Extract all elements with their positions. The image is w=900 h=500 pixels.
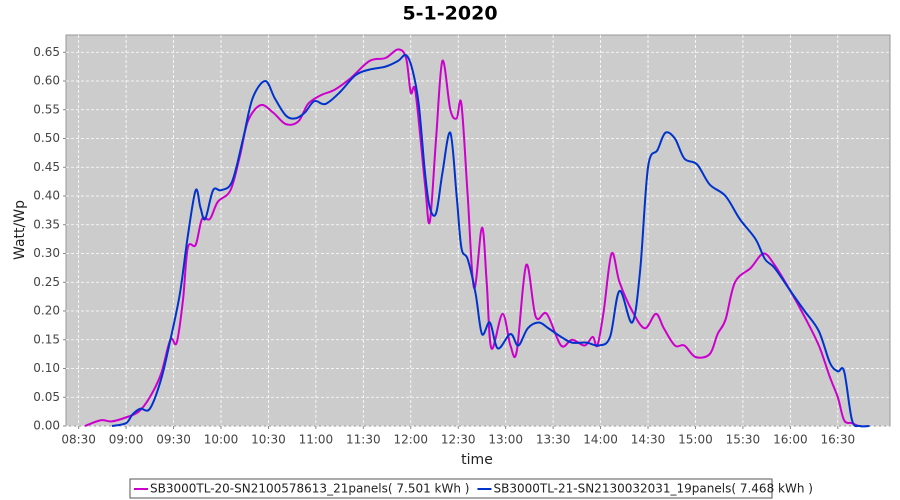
legend: [129, 478, 773, 499]
x-tick-label: 10:00: [204, 433, 239, 447]
y-tick-label: 0.20: [33, 304, 60, 318]
x-tick-label: 12:00: [393, 433, 428, 447]
series-line: [111, 53, 870, 428]
y-tick-label: 0.40: [33, 189, 60, 203]
y-tick-label: 0.65: [33, 45, 60, 59]
x-tick-label: 14:30: [631, 433, 666, 447]
y-tick-label: 0.45: [33, 160, 60, 174]
legend-label: SB3000TL-21-SN2130032031_19panels( 7.468…: [493, 482, 812, 496]
x-tick-label: 12:30: [441, 433, 476, 447]
legend-items: SB3000TL-20-SN2100578613_21panels( 7.501…: [134, 482, 813, 496]
y-axis-label: Watt/Wp: [12, 200, 28, 260]
x-tick-label: 15:00: [678, 433, 713, 447]
plot-area: [65, 34, 891, 427]
y-tick-label: 0.60: [33, 74, 60, 88]
x-tick-label: 13:30: [536, 433, 571, 447]
y-tick-label: 0.15: [33, 332, 60, 346]
x-tick-label: 13:00: [488, 433, 523, 447]
x-axis-label: time: [461, 452, 493, 468]
y-tick-label: 0.35: [33, 217, 60, 231]
series-line: [84, 48, 859, 427]
y-tick-label: 0.10: [33, 361, 60, 375]
chart-title: 5-1-2020: [402, 3, 497, 25]
legend-label: SB3000TL-20-SN2100578613_21panels( 7.501…: [150, 482, 469, 496]
x-tick-label: 10:30: [251, 433, 286, 447]
x-tick-label: 08:30: [61, 433, 96, 447]
x-tick-label: 16:00: [773, 433, 808, 447]
y-tick-label: 0.55: [33, 102, 60, 116]
y-tick-label: 0.30: [33, 246, 60, 260]
lines: [84, 48, 870, 428]
x-tick-label: 16:30: [821, 433, 856, 447]
y-tick-label: 0.05: [33, 390, 60, 404]
y-tick-label: 0.00: [33, 419, 60, 433]
grid: [66, 35, 890, 427]
x-tick-label: 09:00: [109, 433, 144, 447]
y-tick-label: 0.50: [33, 131, 60, 145]
y-tick-label: 0.25: [33, 275, 60, 289]
x-tick-label: 14:00: [583, 433, 618, 447]
x-tick-label: 11:00: [299, 433, 334, 447]
x-tick-label: 11:30: [346, 433, 381, 447]
x-tick-label: 15:30: [726, 433, 761, 447]
x-tick-label: 09:30: [156, 433, 191, 447]
